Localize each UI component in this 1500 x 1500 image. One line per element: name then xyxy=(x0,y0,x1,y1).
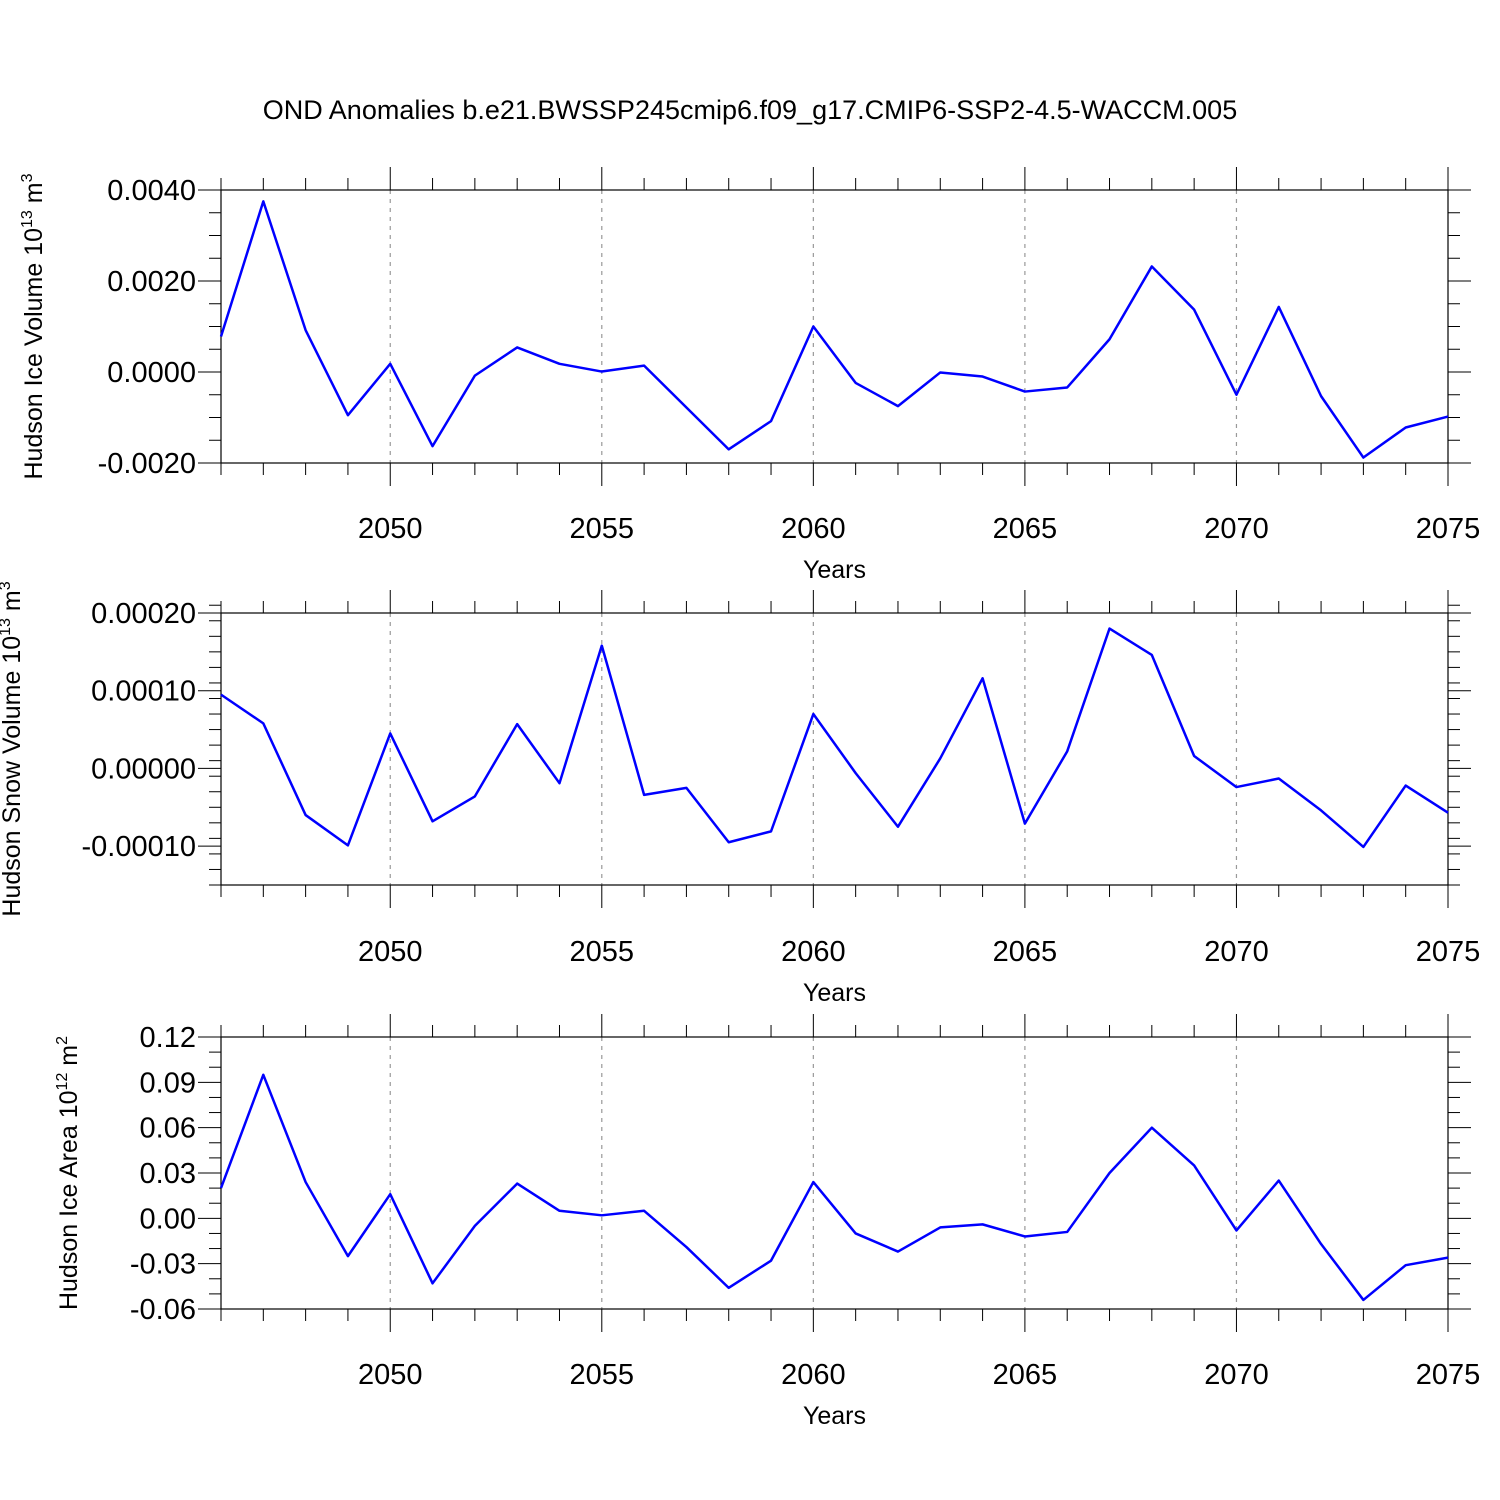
y-axis-label: Hudson Snow Volume 1013 m3 xyxy=(0,581,26,916)
y-tick-label: 0.03 xyxy=(140,1158,196,1190)
x-tick-label: 2060 xyxy=(781,936,846,968)
y-tick-label: 0.0000 xyxy=(107,357,196,389)
y-tick-label: 0.00020 xyxy=(91,598,196,630)
panels-group: -0.0020 0.0000 0.0020 0.0040 2050 2055 2060 206… xyxy=(0,167,1480,1430)
y-tick-label: 0.09 xyxy=(140,1067,196,1099)
y-tick-label: 0.00000 xyxy=(91,753,196,785)
x-tick-label: 2050 xyxy=(358,513,423,545)
panel-2: -0.00010 0.00000 0.00010 0.00020 2050 2055 206… xyxy=(0,581,1480,1007)
x-tick-label: 2060 xyxy=(781,513,846,545)
y-tick-label: 0.0040 xyxy=(107,175,196,207)
series-line xyxy=(219,1073,1449,1302)
x-tick-label: 2075 xyxy=(1416,1359,1481,1391)
y-tick-label: 0.06 xyxy=(140,1113,196,1145)
y-tick-label: -0.03 xyxy=(130,1249,196,1281)
x-tick-label: 2070 xyxy=(1204,1359,1269,1391)
plot-frame xyxy=(220,612,1449,886)
y-tick-label: -0.06 xyxy=(130,1294,196,1326)
x-tick-label: 2050 xyxy=(358,936,423,968)
x-tick-label: 2055 xyxy=(570,513,635,545)
x-axis-label: Years xyxy=(803,979,866,1007)
x-tick-label: 2065 xyxy=(993,1359,1058,1391)
x-tick-label: 2055 xyxy=(570,1359,635,1391)
figure-title: OND Anomalies b.e21.BWSSP245cmip6.f09_g1… xyxy=(263,95,1237,125)
panel-3: -0.06 -0.03 0.00 0.03 0.06 0.09 0.12 2050 2055 20… xyxy=(54,1014,1480,1430)
y-tick-label: -0.0020 xyxy=(98,448,196,480)
y-axis-label: Hudson Ice Area 1012 m2 xyxy=(54,1036,83,1310)
x-axis-label: Years xyxy=(803,1402,866,1430)
x-tick-label: 2050 xyxy=(358,1359,423,1391)
x-tick-label: 2060 xyxy=(781,1359,846,1391)
x-tick-label: 2065 xyxy=(993,936,1058,968)
x-tick-label: 2070 xyxy=(1204,936,1269,968)
x-tick-label: 2055 xyxy=(570,936,635,968)
y-tick-label: 0.00010 xyxy=(91,676,196,708)
x-tick-label: 2075 xyxy=(1416,936,1481,968)
y-axis-label: Hudson Ice Volume 1013 m3 xyxy=(19,173,48,479)
y-tick-label: -0.00010 xyxy=(82,831,197,863)
panel-1: -0.0020 0.0000 0.0020 0.0040 2050 2055 2060 206… xyxy=(19,167,1480,584)
x-tick-label: 2065 xyxy=(993,513,1058,545)
y-tick-label: 0.00 xyxy=(140,1203,196,1235)
y-tick-label: 0.12 xyxy=(140,1022,196,1054)
x-tick-label: 2070 xyxy=(1204,513,1269,545)
series-line xyxy=(219,200,1449,459)
series-line xyxy=(220,627,1449,849)
x-tick-label: 2075 xyxy=(1416,513,1481,545)
y-tick-label: 0.0020 xyxy=(107,266,196,298)
x-axis-label: Years xyxy=(803,556,866,584)
